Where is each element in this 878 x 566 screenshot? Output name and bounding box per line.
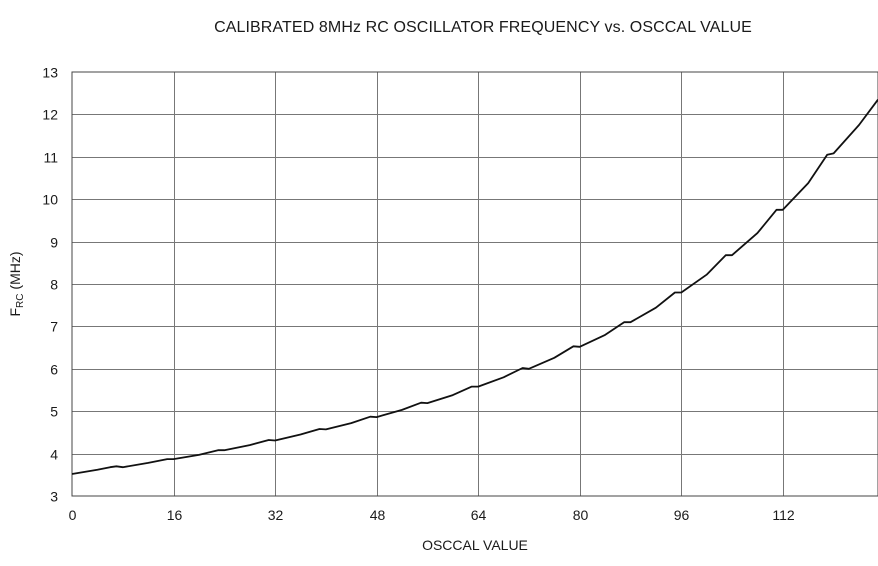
- frequency-curve: [71, 99, 878, 475]
- y-tick-label: 13: [42, 65, 58, 81]
- x-tick-label: 80: [573, 507, 589, 523]
- x-tick-label: 16: [167, 507, 183, 523]
- series-layer: [71, 99, 878, 475]
- plot-area-frame: [71, 71, 878, 497]
- chart-title: CALIBRATED 8MHz RC OSCILLATOR FREQUENCY …: [214, 19, 752, 36]
- x-tick-label: 112: [772, 507, 795, 523]
- y-axis-label-suffix: (MHz): [7, 251, 23, 293]
- y-axis-label-subscript: RC: [15, 293, 26, 307]
- y-tick-label: 5: [50, 404, 58, 420]
- x-tick-label: 48: [370, 507, 386, 523]
- y-tick-label: 9: [50, 235, 58, 251]
- y-tick-label: 4: [50, 447, 58, 463]
- grid: [72, 72, 878, 496]
- y-tick-label: 7: [50, 319, 58, 335]
- y-tick-label: 12: [42, 107, 58, 123]
- x-axis-ticks: 0 16 32 48 64 80 96 112: [69, 507, 795, 523]
- x-tick-label: 0: [69, 507, 77, 523]
- y-tick-label: 6: [50, 362, 58, 378]
- x-tick-label: 32: [268, 507, 284, 523]
- y-axis-label: FRC (MHz): [7, 251, 26, 316]
- y-axis-ticks: 3 4 5 6 7 8 9 10 11 12 13: [42, 65, 58, 505]
- y-axis-label-prefix: F: [7, 308, 23, 317]
- x-axis-label: OSCCAL VALUE: [422, 537, 528, 553]
- y-tick-label: 10: [42, 192, 58, 208]
- y-tick-label: 8: [50, 277, 58, 293]
- y-tick-label: 11: [43, 150, 58, 166]
- y-tick-label: 3: [50, 489, 58, 505]
- x-tick-label: 96: [674, 507, 690, 523]
- x-tick-label: 64: [471, 507, 487, 523]
